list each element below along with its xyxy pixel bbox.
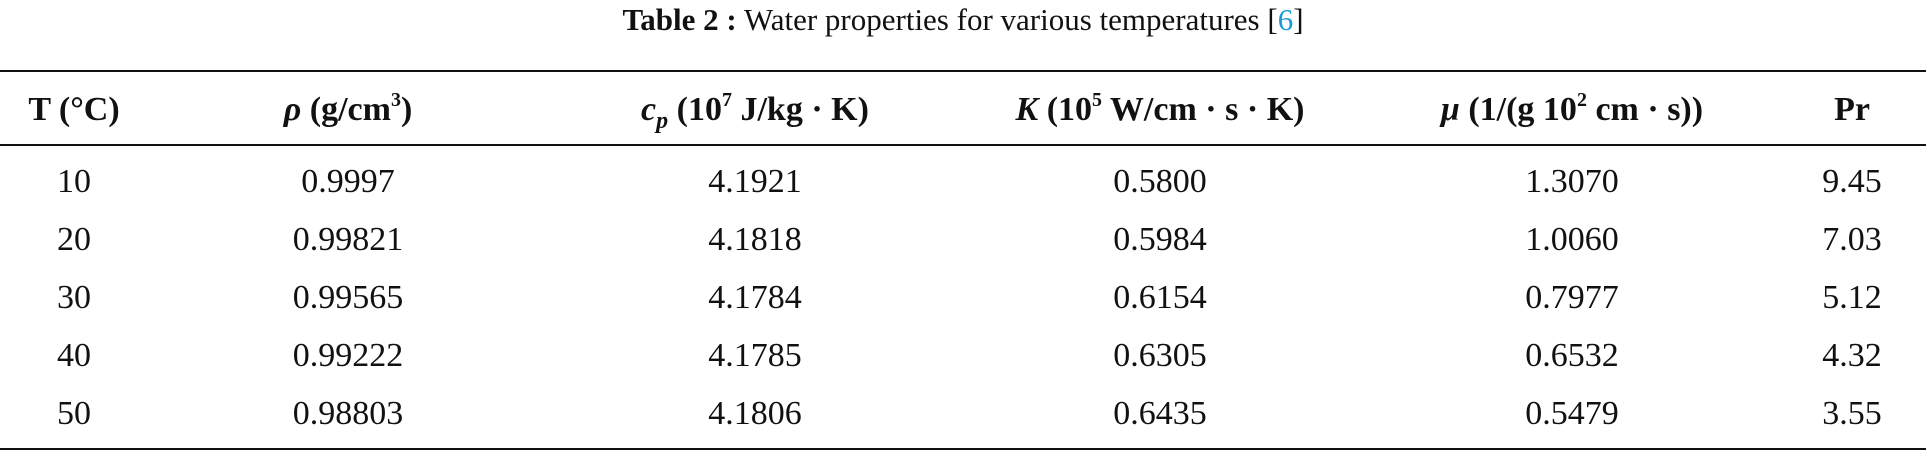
header-text: J/kg · K) xyxy=(731,91,869,128)
table-cell: 20 xyxy=(57,221,91,258)
caption-close: ] xyxy=(1293,2,1304,37)
bottom-rule xyxy=(0,448,1926,450)
header-text: ) xyxy=(400,91,413,128)
header-text: μ xyxy=(1440,91,1460,128)
table-cell: 0.99222 xyxy=(292,337,404,374)
header-text: Pr xyxy=(1834,91,1870,128)
caption-label: Table 2 : xyxy=(622,2,737,37)
header-text: (1/(g 10 xyxy=(1459,91,1577,128)
header-text: (10 xyxy=(668,91,722,128)
table-cell: 4.1785 xyxy=(708,337,802,374)
header-text: (10 xyxy=(1038,91,1093,128)
table-cell: 30 xyxy=(57,279,91,316)
header-text: p xyxy=(656,108,669,134)
table-cell: 7.03 xyxy=(1822,221,1882,258)
table-cell: 4.1921 xyxy=(708,163,802,200)
header-text: 3 xyxy=(390,89,401,111)
table-cell: 0.7977 xyxy=(1525,279,1619,316)
header-cell: T (°C) xyxy=(28,90,119,130)
table-cell: 0.98803 xyxy=(292,395,404,432)
table-cell: 0.9997 xyxy=(301,163,395,200)
table-cell: 50 xyxy=(57,395,91,432)
table-cell: 0.6435 xyxy=(1113,395,1207,432)
table-cell: 4.1818 xyxy=(708,221,802,258)
header-text: T (°C) xyxy=(28,91,120,128)
header-cell: cp (107 J/kg · K) xyxy=(641,89,869,133)
header-cell: Pr xyxy=(1834,90,1870,130)
header-text: (g/cm xyxy=(301,91,391,128)
header-cell: K (105 W/cm · s · K) xyxy=(1016,90,1305,130)
table-cell: 0.6532 xyxy=(1525,337,1619,374)
header-text: W/cm · s · K) xyxy=(1102,91,1305,128)
table-cell: 0.99821 xyxy=(292,221,404,258)
table-cell: 0.99565 xyxy=(292,279,404,316)
table-cell: 0.5984 xyxy=(1113,221,1207,258)
table-cell: 4.1806 xyxy=(708,395,802,432)
header-rule xyxy=(0,144,1926,146)
caption-ref[interactable]: 6 xyxy=(1277,2,1294,37)
table-caption: Table 2 : Water properties for various t… xyxy=(0,0,1926,40)
header-text: c xyxy=(641,91,657,128)
table-cell: 1.0060 xyxy=(1525,221,1619,258)
table-cell: 0.5479 xyxy=(1525,395,1619,432)
table-cell: 5.12 xyxy=(1822,279,1882,316)
table-cell: 9.45 xyxy=(1822,163,1882,200)
table-cell: 0.6305 xyxy=(1113,337,1207,374)
table-cell: 40 xyxy=(57,337,91,374)
header-text: ρ xyxy=(283,91,302,128)
table-cell: 3.55 xyxy=(1822,395,1882,432)
table-cell: 4.1784 xyxy=(708,279,802,316)
table-cell: 0.6154 xyxy=(1113,279,1207,316)
table-cell: 1.3070 xyxy=(1525,163,1619,200)
header-text: K xyxy=(1015,91,1039,128)
table-cell: 10 xyxy=(57,163,91,200)
table-cell: 4.32 xyxy=(1822,337,1882,374)
header-text: cm · s)) xyxy=(1586,91,1704,128)
header-text: 5 xyxy=(1092,89,1103,111)
caption-text: Water properties for various temperature… xyxy=(743,2,1278,37)
table-cell: 0.5800 xyxy=(1113,163,1207,200)
header-cell: ρ (g/cm3) xyxy=(284,90,413,130)
top-rule xyxy=(0,70,1926,72)
header-cell: μ (1/(g 102 cm · s)) xyxy=(1441,90,1703,130)
header-text: 7 xyxy=(721,89,732,111)
header-text: 2 xyxy=(1576,89,1587,111)
